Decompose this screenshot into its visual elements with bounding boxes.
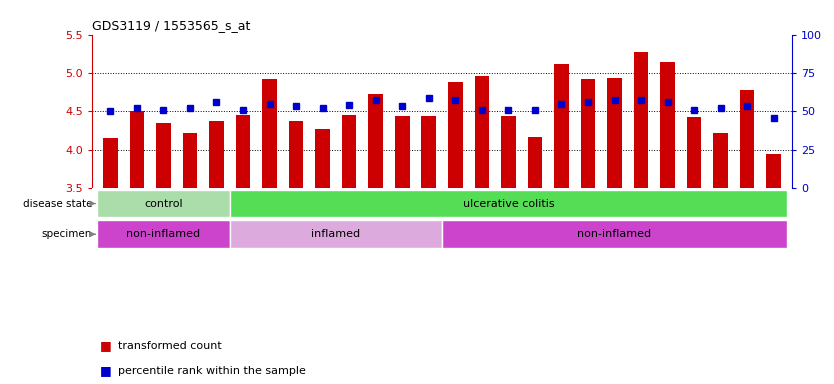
Text: non-inflamed: non-inflamed: [126, 229, 200, 239]
Bar: [183, 133, 197, 188]
Bar: [475, 76, 489, 188]
Bar: [229, 220, 442, 248]
Bar: [315, 129, 330, 188]
Bar: [554, 64, 569, 188]
Bar: [442, 220, 787, 248]
Bar: [661, 62, 675, 188]
Text: disease state: disease state: [23, 199, 92, 209]
Text: GDS3119 / 1553565_s_at: GDS3119 / 1553565_s_at: [92, 19, 250, 32]
Bar: [607, 78, 622, 188]
Bar: [289, 121, 304, 188]
Bar: [528, 137, 542, 188]
Bar: [156, 123, 171, 188]
Text: transformed count: transformed count: [118, 341, 222, 351]
Bar: [448, 82, 463, 188]
Bar: [97, 220, 229, 248]
Bar: [103, 138, 118, 188]
Bar: [421, 116, 436, 188]
Bar: [209, 121, 224, 188]
Bar: [766, 154, 781, 188]
Bar: [501, 116, 515, 188]
Bar: [262, 79, 277, 188]
Text: percentile rank within the sample: percentile rank within the sample: [118, 366, 306, 376]
Bar: [129, 111, 144, 188]
Bar: [687, 117, 701, 188]
Text: ulcerative colitis: ulcerative colitis: [463, 199, 554, 209]
Bar: [369, 94, 383, 188]
Bar: [740, 90, 755, 188]
Text: inflamed: inflamed: [311, 229, 360, 239]
Text: ■: ■: [100, 339, 112, 352]
Text: ■: ■: [100, 364, 112, 377]
Text: specimen: specimen: [42, 229, 92, 239]
Bar: [713, 133, 728, 188]
Bar: [634, 52, 648, 188]
Bar: [342, 115, 356, 188]
Bar: [580, 79, 595, 188]
Text: non-inflamed: non-inflamed: [577, 229, 651, 239]
Text: control: control: [144, 199, 183, 209]
Bar: [97, 190, 229, 217]
Bar: [236, 115, 250, 188]
Bar: [395, 116, 409, 188]
Bar: [229, 190, 787, 217]
